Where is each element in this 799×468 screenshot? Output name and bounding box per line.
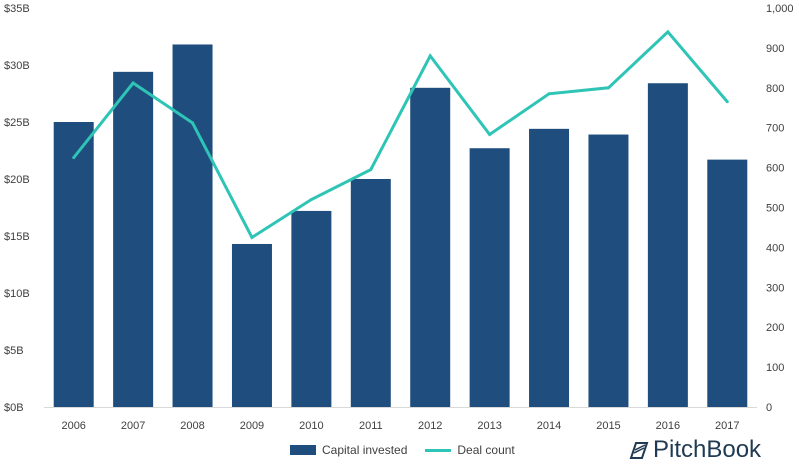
right-y-tick-label: 200 (766, 322, 784, 334)
right-y-tick-label: 900 (766, 43, 784, 55)
x-tick-label: 2006 (61, 420, 85, 432)
x-tick-label: 2009 (240, 420, 264, 432)
brand-name: PitchBook (653, 436, 762, 463)
x-tick-label: 2013 (477, 420, 501, 432)
bar-series (53, 44, 748, 408)
bar-2010 (291, 210, 332, 407)
right-y-tick-label: 400 (766, 242, 784, 254)
x-tick-label: 2012 (418, 420, 442, 432)
x-tick-label: 2010 (299, 420, 323, 432)
line-point-2009 (250, 235, 254, 239)
line-point-2010 (309, 198, 313, 202)
line-point-2012 (428, 54, 432, 58)
left-y-tick-label: $35B (4, 3, 30, 15)
legend: Capital invested Deal count (290, 443, 533, 457)
left-y-tick-label: $15B (4, 231, 30, 243)
x-tick-label: 2015 (596, 420, 620, 432)
right-y-tick-label: 600 (766, 163, 784, 175)
left-y-tick-label: $20B (4, 174, 30, 186)
line-point-2008 (191, 121, 195, 125)
x-tick-label: 2016 (656, 420, 680, 432)
right-y-tick-label: 100 (766, 362, 784, 374)
line-series (72, 29, 729, 240)
right-y-tick-label: 300 (766, 282, 784, 294)
bar-2011 (350, 179, 391, 407)
right-y-tick-label: 800 (766, 83, 784, 95)
bar-2013 (469, 148, 510, 407)
line-point-2016 (666, 30, 670, 34)
line-point-2017 (725, 100, 729, 104)
pitchbook-logo-icon (629, 442, 649, 459)
left-y-tick-label: $5B (4, 345, 24, 357)
bar-2008 (172, 44, 213, 407)
line-point-2013 (488, 132, 492, 136)
left-y-tick-label: $10B (4, 288, 30, 300)
left-y-tick-label: $0B (4, 402, 24, 414)
bar-2016 (647, 83, 688, 408)
bar-2017 (707, 159, 748, 407)
bar-2006 (53, 122, 94, 407)
legend-swatch-bar (290, 445, 316, 455)
x-tick-label: 2011 (359, 420, 383, 432)
left-y-tick-label: $30B (4, 60, 30, 72)
legend-swatch-line (425, 448, 452, 452)
x-tick-label: 2007 (121, 420, 145, 432)
bar-2012 (410, 87, 451, 408)
deal-count-line (72, 29, 729, 240)
x-tick-label: 2014 (537, 420, 561, 432)
line-point-2007 (131, 81, 135, 85)
right-y-tick-label: 700 (766, 123, 784, 135)
line-point-2014 (547, 92, 551, 96)
brand-logo: PitchBook (628, 436, 761, 464)
x-tick-label: 2008 (180, 420, 204, 432)
right-y-tick-label: 0 (766, 402, 772, 414)
bar-2015 (588, 134, 629, 408)
right-y-tick-label: 500 (766, 203, 784, 215)
legend-item-line: Deal count (425, 443, 515, 457)
legend-item-bar: Capital invested (290, 443, 407, 457)
left-y-tick-label: $25B (4, 117, 30, 129)
axes: 2006 2007 2008 2009 2010 2011 2012 2013 2014 2015… (4, 3, 794, 432)
bar-2009 (231, 243, 272, 407)
line-point-2015 (606, 86, 610, 90)
x-tick-label: 2017 (715, 420, 739, 432)
legend-label-line: Deal count (457, 443, 515, 457)
line-point-2011 (369, 168, 373, 172)
legend-label-bar: Capital invested (322, 443, 408, 457)
right-y-tick-label: 1,000 (766, 3, 794, 15)
bar-2007 (113, 71, 154, 407)
bar-2014 (529, 128, 570, 407)
line-point-2006 (72, 156, 76, 160)
